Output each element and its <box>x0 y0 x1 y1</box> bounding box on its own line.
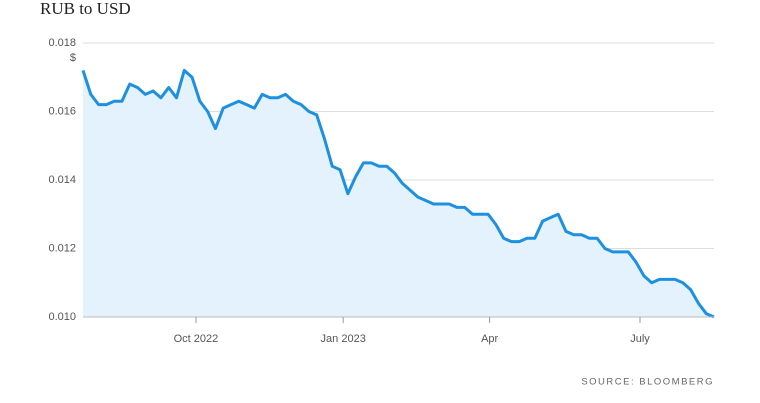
y-unit: $ <box>70 52 76 64</box>
source: SOURCE: BLOOMBERG <box>581 377 714 388</box>
chart-title: RUB to USD <box>40 0 131 18</box>
y-tick-label: 0.012 <box>48 242 76 254</box>
y-tick-label: 0.010 <box>48 311 76 323</box>
x-tick-label: July <box>630 333 650 345</box>
line <box>81 68 715 319</box>
x-tick-label: Oct 2022 <box>174 333 219 345</box>
y-tick-label: 0.018 <box>48 37 76 49</box>
y-tick-label: 0.014 <box>48 174 76 186</box>
x-tick-label: Jan 2023 <box>321 333 366 345</box>
x-tick-label: Apr <box>481 333 498 345</box>
area <box>83 70 714 318</box>
y-tick-label: 0.016 <box>48 105 76 117</box>
